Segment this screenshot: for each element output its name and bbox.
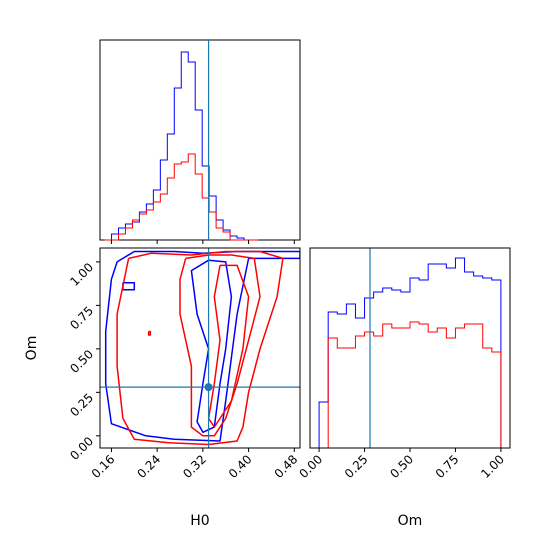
- om-tick-label-4: 1.00: [67, 260, 96, 289]
- h0-marginal-ticks: [110, 240, 295, 244]
- h0-axis-ticks: 0.16 0.24 0.32 0.40 0.48: [89, 448, 301, 481]
- h0-tick-label-2: 0.32: [180, 452, 209, 481]
- contour-0-1: [190, 259, 233, 434]
- truth-point: [204, 383, 213, 392]
- h0-om-panel: 0.16 0.24 0.32 0.40 0.48 0.00 0.25 0.50 0.75 1.0…: [24, 247, 301, 529]
- h0-marginal-panel: [99, 39, 301, 244]
- om-marginal-tick-label-3: 0.75: [433, 452, 462, 481]
- contour-1-1: [179, 254, 261, 437]
- y-axis-label-om: Om: [24, 336, 40, 361]
- om-marginal-tick-label-2: 0.50: [387, 452, 416, 481]
- contour-1-0: [116, 250, 284, 446]
- om-tick-label-1: 0.25: [67, 391, 96, 420]
- h0-histograms: [104, 51, 258, 241]
- h0-tick-label-4: 0.48: [272, 452, 301, 481]
- h0-histogram-series-0: [104, 51, 258, 241]
- h0-tick-label-1: 0.24: [134, 452, 163, 481]
- h0-tick-label-3: 0.40: [226, 452, 255, 481]
- om-histogram-series-0: [318, 257, 510, 449]
- contour-lines: [104, 250, 300, 446]
- contour-1-2: [207, 264, 250, 428]
- om-histogram-series-1: [319, 321, 510, 449]
- h0-tick-label-0: 0.16: [89, 452, 118, 481]
- om-histograms: [318, 257, 510, 449]
- om-tick-label-3: 0.75: [67, 304, 96, 333]
- contour-0-2: [122, 282, 136, 291]
- om-marginal-panel: 0.00 0.25 0.50 0.75 1.00 Om: [296, 247, 511, 529]
- om-marginal-ticks: 0.00 0.25 0.50 0.75 1.00: [296, 448, 507, 481]
- om-tick-label-0: 0.00: [67, 434, 96, 463]
- om-marginal-tick-label-0: 0.00: [296, 452, 325, 481]
- h0-marginal-frame: [99, 39, 301, 241]
- x-axis-label-om: Om: [398, 513, 423, 529]
- om-marginal-tick-label-4: 1.00: [478, 452, 507, 481]
- om-axis-ticks: 0.00 0.25 0.50 0.75 1.00: [67, 260, 100, 463]
- h0-om-frame: [99, 247, 301, 449]
- contour-1-3: [147, 330, 152, 336]
- h0-histogram-series-1: [104, 153, 258, 241]
- x-axis-label-h0: H0: [190, 513, 209, 529]
- truth-crosshair: [100, 248, 300, 448]
- om-marginal-tick-label-1: 0.25: [342, 452, 371, 481]
- contour-0-0: [104, 250, 300, 442]
- om-tick-label-2: 0.50: [67, 347, 96, 376]
